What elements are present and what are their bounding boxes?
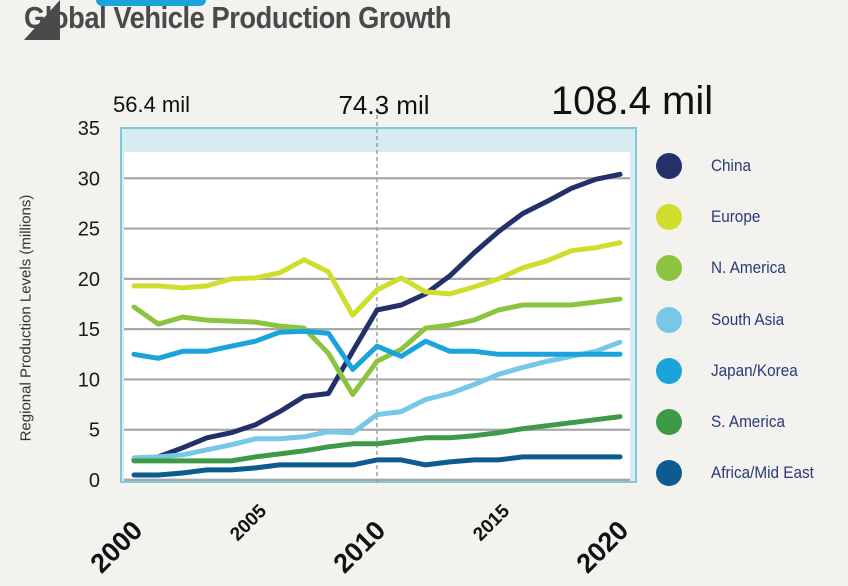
x-tick-label: 2010 (328, 515, 392, 579)
legend-swatch (656, 306, 682, 333)
annotation-total-2000: 56.4 mil (113, 92, 190, 117)
chart-title: Global Vehicle Production Growth (24, 0, 452, 35)
series-line-n-america (131, 296, 623, 397)
legend-label: N. America (711, 258, 786, 278)
legend-label: Japan/Korea (711, 360, 798, 380)
corner-wedge-decoration (24, 0, 60, 40)
legend-swatch (656, 357, 682, 384)
y-tick-label: 0 (89, 470, 100, 492)
y-tick-label: 25 (78, 219, 100, 241)
series-line-south-asia (131, 339, 623, 461)
x-tick-label: 2000 (85, 515, 149, 579)
series-line-africa-mid-east (131, 454, 623, 478)
y-tick-label: 10 (78, 369, 100, 391)
legend: China Europe N. America South Asia Japan/Kor… (656, 140, 846, 499)
legend-label: South Asia (711, 309, 785, 329)
legend-label: Africa/Mid East (711, 463, 814, 483)
y-tick-label: 5 (89, 420, 100, 442)
legend-label: China (711, 155, 751, 175)
series-line-s-america (131, 414, 623, 464)
legend-item: Japan/Korea (656, 345, 846, 396)
x-tick-label: 2020 (571, 515, 635, 579)
x-tick-label: 2005 (226, 500, 271, 545)
legend-item: China (656, 140, 846, 191)
legend-swatch (656, 203, 682, 230)
legend-item: Africa/Mid East (656, 448, 846, 499)
annotation-total-2010: 74.3 mil (338, 90, 429, 120)
legend-item: Europe (656, 191, 846, 242)
legend-swatch (656, 460, 682, 487)
legend-swatch (656, 152, 682, 179)
series-line-japan-korea (131, 328, 623, 372)
x-tick-label: 2015 (469, 500, 514, 545)
y-tick-label: 20 (78, 269, 100, 291)
legend-label: S. America (711, 412, 785, 432)
series-line-china (131, 171, 623, 463)
legend-item: S. America (656, 396, 846, 447)
annotation-total-2020: 108.4 mil (551, 79, 713, 123)
legend-swatch (656, 409, 682, 436)
legend-item: N. America (656, 243, 846, 294)
y-tick-label: 30 (78, 168, 100, 190)
legend-label: Europe (711, 206, 761, 226)
series-line-europe (131, 240, 623, 318)
y-tick-label: 35 (78, 118, 100, 140)
y-tick-label: 15 (78, 319, 100, 341)
legend-item: South Asia (656, 294, 846, 345)
title-accent-tab (96, 0, 206, 6)
legend-swatch (656, 255, 682, 282)
